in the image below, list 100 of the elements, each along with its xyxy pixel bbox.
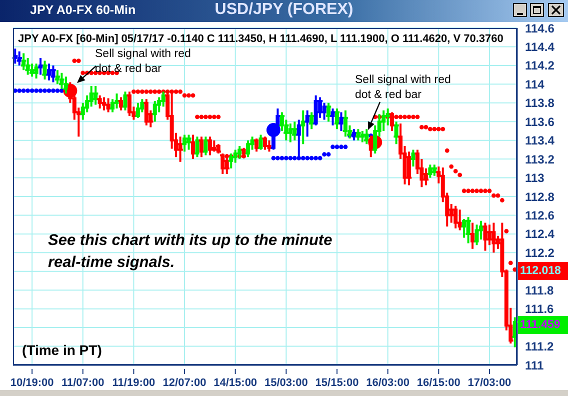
candlestick xyxy=(464,216,472,244)
y-tick-label: 113.2 xyxy=(525,152,555,166)
candlestick xyxy=(482,222,489,252)
text: JPY A0-FX 60-Min xyxy=(30,3,136,17)
point xyxy=(318,156,322,160)
y-tick-label: 112.8 xyxy=(525,190,555,204)
candlestick xyxy=(151,100,158,123)
candlestick xyxy=(210,139,218,153)
candlestick xyxy=(92,85,100,106)
candlestick xyxy=(392,120,400,146)
y-tick-label: 113.6 xyxy=(525,114,555,129)
candlestick xyxy=(62,76,70,95)
chart-title: USD/JPY (FOREX) xyxy=(214,1,354,18)
candlestick xyxy=(266,139,273,153)
candlestick xyxy=(185,134,192,151)
candlestick xyxy=(473,224,480,246)
point xyxy=(330,144,335,150)
x-tick-label: 15/15:00 xyxy=(315,377,359,389)
candlestick xyxy=(54,69,62,86)
x-tick-label: 15/03:00 xyxy=(264,377,308,389)
candlestick xyxy=(426,164,434,179)
point xyxy=(305,156,310,160)
candlestick xyxy=(16,50,23,66)
text: 111.459 xyxy=(518,316,568,334)
annotation: Sell signal with red dot & red bar xyxy=(355,73,452,103)
candlestick xyxy=(113,92,120,110)
candlestick xyxy=(410,148,417,168)
y-tick-label: 111.2 xyxy=(525,340,554,354)
candlestick xyxy=(358,130,366,144)
candlestick xyxy=(12,48,19,65)
y-tick-label: 112.4 xyxy=(525,227,555,242)
point xyxy=(42,88,47,93)
candlestick xyxy=(324,102,332,123)
text: 112.018 xyxy=(518,262,568,280)
candlestick xyxy=(100,96,108,112)
y-tick-label: 111.6 xyxy=(525,302,554,316)
y-tick-label: 111.8 xyxy=(525,283,554,298)
point xyxy=(26,88,30,93)
y-tick-label: 114 xyxy=(525,77,545,92)
candlestick xyxy=(354,128,362,142)
x-tick-label: 11/07:00 xyxy=(61,377,104,389)
candlestick xyxy=(45,62,53,82)
candlestick xyxy=(176,136,184,163)
y-tick-label: 113.8 xyxy=(525,96,555,110)
x-tick-label: 16/03:00 xyxy=(366,377,410,389)
x-tick-label: 12/07:00 xyxy=(162,377,206,389)
candlestick xyxy=(329,108,336,126)
point xyxy=(334,144,340,150)
candlestick xyxy=(308,111,316,130)
point xyxy=(314,156,318,160)
candlestick xyxy=(342,109,350,138)
candlestick xyxy=(180,134,188,153)
candlestick xyxy=(468,222,476,250)
y-tick-label: 112.6 xyxy=(525,208,555,222)
y-tick-label: 111 xyxy=(525,358,544,372)
candlestick xyxy=(189,134,197,160)
annotation: (Time in PT) xyxy=(22,342,102,358)
x-tick-label: 16/15:00 xyxy=(416,377,460,389)
point xyxy=(326,152,331,157)
candlestick xyxy=(286,122,294,144)
candlestick xyxy=(338,111,345,132)
candlestick xyxy=(20,52,28,72)
point xyxy=(51,88,56,93)
candlestick xyxy=(304,109,311,138)
point xyxy=(339,144,344,150)
point xyxy=(17,88,22,93)
candlestick xyxy=(36,56,44,76)
text: JPY A0-FX [60-Min] 05/17/17 -0.1140 C 111.3450, H 111.4690, L 111.1900, O 111.4620, V 70.3760 xyxy=(18,33,504,45)
point xyxy=(300,156,306,160)
point xyxy=(276,156,280,160)
candlestick xyxy=(96,94,104,110)
point xyxy=(343,144,348,150)
point xyxy=(34,88,38,93)
x-tick-label: 11/19:00 xyxy=(112,377,156,389)
point xyxy=(292,156,297,160)
candlestick xyxy=(50,64,57,84)
x-tick-label: 17/03:00 xyxy=(468,377,512,389)
candlestick xyxy=(456,208,464,232)
point xyxy=(30,88,34,93)
candlestick xyxy=(477,220,485,241)
x-tick-label: 10/19:00 xyxy=(10,377,54,389)
candlestick xyxy=(295,118,302,158)
point xyxy=(271,156,276,160)
candlestick xyxy=(32,62,40,80)
candlestick xyxy=(430,164,438,177)
x-tick-label: 14/15:00 xyxy=(214,377,258,389)
y-tick-label: 112.2 xyxy=(525,246,555,260)
y-tick-label: 114.4 xyxy=(525,40,555,54)
point xyxy=(309,156,314,160)
candlestick xyxy=(300,109,307,146)
candlestick xyxy=(24,56,32,76)
y-tick-label: 114.6 xyxy=(525,21,555,36)
y-tick-label: 113.4 xyxy=(525,134,555,148)
point xyxy=(55,88,60,93)
y-tick-label: 113 xyxy=(525,171,545,186)
y-tick-label: 114.2 xyxy=(525,58,555,73)
candlestick xyxy=(490,222,498,254)
candlestick xyxy=(104,97,112,114)
annotation: See this chart with its up to the minute real-time signals. xyxy=(48,231,334,273)
point xyxy=(21,88,26,93)
